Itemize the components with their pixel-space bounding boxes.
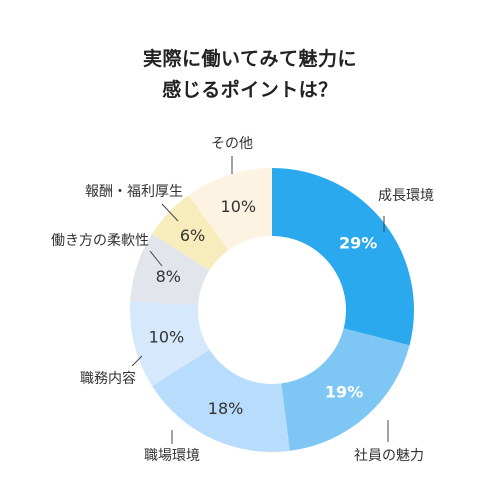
- slice-value-label: 10%: [221, 197, 257, 216]
- slice-category-label: 職務内容: [80, 370, 136, 387]
- slice-value-label: 19%: [325, 382, 363, 401]
- donut-slice: [188, 168, 272, 251]
- slice-value-label: 10%: [149, 328, 185, 347]
- slice-value-label: 6%: [180, 226, 205, 245]
- leader-lines: [131, 156, 389, 444]
- slice-category-label: 社員の魅力: [354, 448, 424, 464]
- donut-slice: [272, 168, 414, 346]
- chart-title-line-2: 感じるポイントは？: [162, 79, 338, 101]
- slice-value-label: 18%: [208, 399, 244, 418]
- slice-category-label: 成長環境: [378, 188, 434, 204]
- leader-line: [161, 203, 179, 222]
- donut-slice: [130, 301, 210, 387]
- slice-category-label: その他: [211, 136, 253, 152]
- leader-line: [149, 250, 163, 267]
- donut-slice: [281, 328, 410, 451]
- donut-slices: [130, 168, 414, 452]
- slice-category-label: 職場環境: [144, 448, 200, 464]
- slice-category-label: 報酬・福利厚生: [85, 184, 183, 200]
- value-labels: 29% 19% 18% 10% 8% 6% 10%: [149, 197, 378, 418]
- slice-value-label: 29%: [339, 234, 377, 253]
- slice-value-label: 8%: [156, 267, 181, 286]
- donut-slice: [152, 349, 290, 452]
- leader-line: [131, 355, 143, 367]
- slice-category-label: 働き方の柔軟性: [51, 233, 149, 249]
- chart-title-line-1: 実際に働いてみて魅力に: [143, 48, 357, 70]
